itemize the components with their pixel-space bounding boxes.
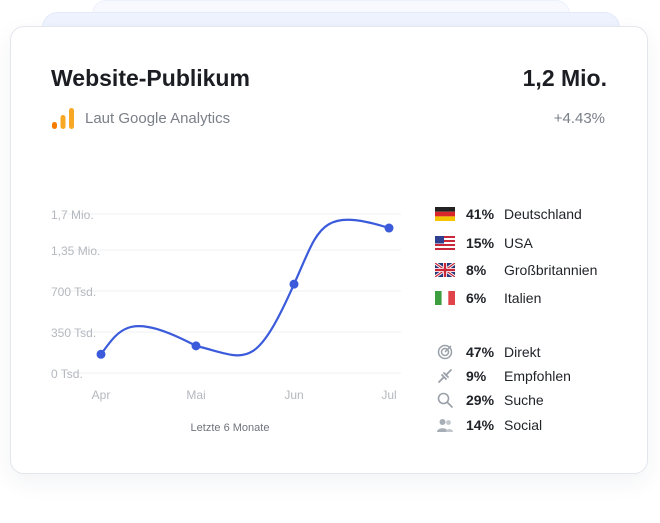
link-icon <box>435 369 455 383</box>
x-tick-label: Apr <box>92 388 111 402</box>
legend-percent: 6% <box>466 290 487 306</box>
y-tick-label: 1,7 Mio. <box>51 208 94 222</box>
legend-label: Deutschland <box>504 206 582 222</box>
google-analytics-icon <box>52 108 74 129</box>
legend-percent: 8% <box>466 262 487 278</box>
legend-percent: 41% <box>466 206 495 222</box>
data-point <box>384 223 394 233</box>
legend-label: Empfohlen <box>504 368 571 384</box>
y-tick-label: 0 Tsd. <box>51 367 83 381</box>
legend-percent: 29% <box>466 392 495 408</box>
legend-label: Großbritannien <box>504 262 598 278</box>
legend-item-social: 14% Social <box>435 415 542 435</box>
data-point <box>289 279 299 289</box>
legend-item-italy: 6% Italien <box>435 288 541 308</box>
legend-percent: 14% <box>466 417 495 433</box>
y-tick-label: 1,35 Mio. <box>51 244 100 258</box>
flag-italy-icon <box>435 291 455 305</box>
legend-label: Suche <box>504 392 544 408</box>
y-tick-label: 700 Tsd. <box>51 285 96 299</box>
legend-label: Social <box>504 417 543 433</box>
legend-percent: 47% <box>466 344 495 360</box>
legend-label: USA <box>504 235 533 251</box>
legend-item-direct: 47% Direkt <box>435 342 541 362</box>
x-axis-label: Letzte 6 Monate <box>191 422 270 434</box>
series-line <box>99 218 391 357</box>
legend-item-uk: 8% Großbritannien <box>435 260 597 280</box>
legend-item-search: 29% Suche <box>435 390 544 410</box>
users-icon <box>435 418 455 432</box>
flag-germany-icon <box>435 207 455 221</box>
audience-line-chart: 0 Tsd. 350 Tsd. 700 Tsd. 1,35 Mio. 1,7 Mio. A… <box>51 208 401 434</box>
total-audience-value: 1,2 Mio. <box>522 65 607 91</box>
legend-percent: 15% <box>466 235 495 251</box>
legend-item-germany: 41% Deutschland <box>435 204 582 224</box>
legend-label: Direkt <box>504 344 541 360</box>
x-tick-label: Mai <box>186 388 205 402</box>
flag-uk-icon <box>435 263 455 277</box>
flag-usa-icon <box>435 236 455 250</box>
audience-card: Website-Publikum 1,2 Mio. Laut Google An… <box>10 26 648 474</box>
x-tick-label: Jun <box>284 388 303 402</box>
legend-item-referral: 9% Empfohlen <box>435 366 571 386</box>
legend-percent: 9% <box>466 368 487 384</box>
legend-label: Italien <box>504 290 542 306</box>
card-title: Website-Publikum <box>51 65 250 91</box>
target-icon <box>435 344 455 360</box>
search-icon <box>435 392 455 408</box>
legend-panel: 41% Deutschland 15% USA 8% Großbritannie… <box>435 27 645 475</box>
legend-item-usa: 15% USA <box>435 233 533 253</box>
source-label: Laut Google Analytics <box>85 110 231 127</box>
data-point <box>96 349 106 359</box>
data-point <box>191 341 201 351</box>
change-percentage: +4.43% <box>553 110 605 127</box>
x-tick-label: Jul <box>381 388 396 402</box>
y-tick-label: 350 Tsd. <box>51 326 96 340</box>
